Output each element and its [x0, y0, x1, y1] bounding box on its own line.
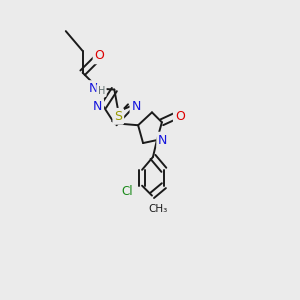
- Text: CH₃: CH₃: [148, 204, 168, 214]
- Text: N: N: [93, 100, 102, 113]
- Text: N: N: [131, 100, 141, 113]
- Text: S: S: [114, 110, 122, 123]
- Text: Cl: Cl: [122, 185, 133, 198]
- Text: O: O: [94, 50, 104, 62]
- Text: N: N: [158, 134, 168, 147]
- Text: O: O: [175, 110, 185, 123]
- Text: N: N: [89, 82, 98, 95]
- Text: H: H: [98, 85, 105, 96]
